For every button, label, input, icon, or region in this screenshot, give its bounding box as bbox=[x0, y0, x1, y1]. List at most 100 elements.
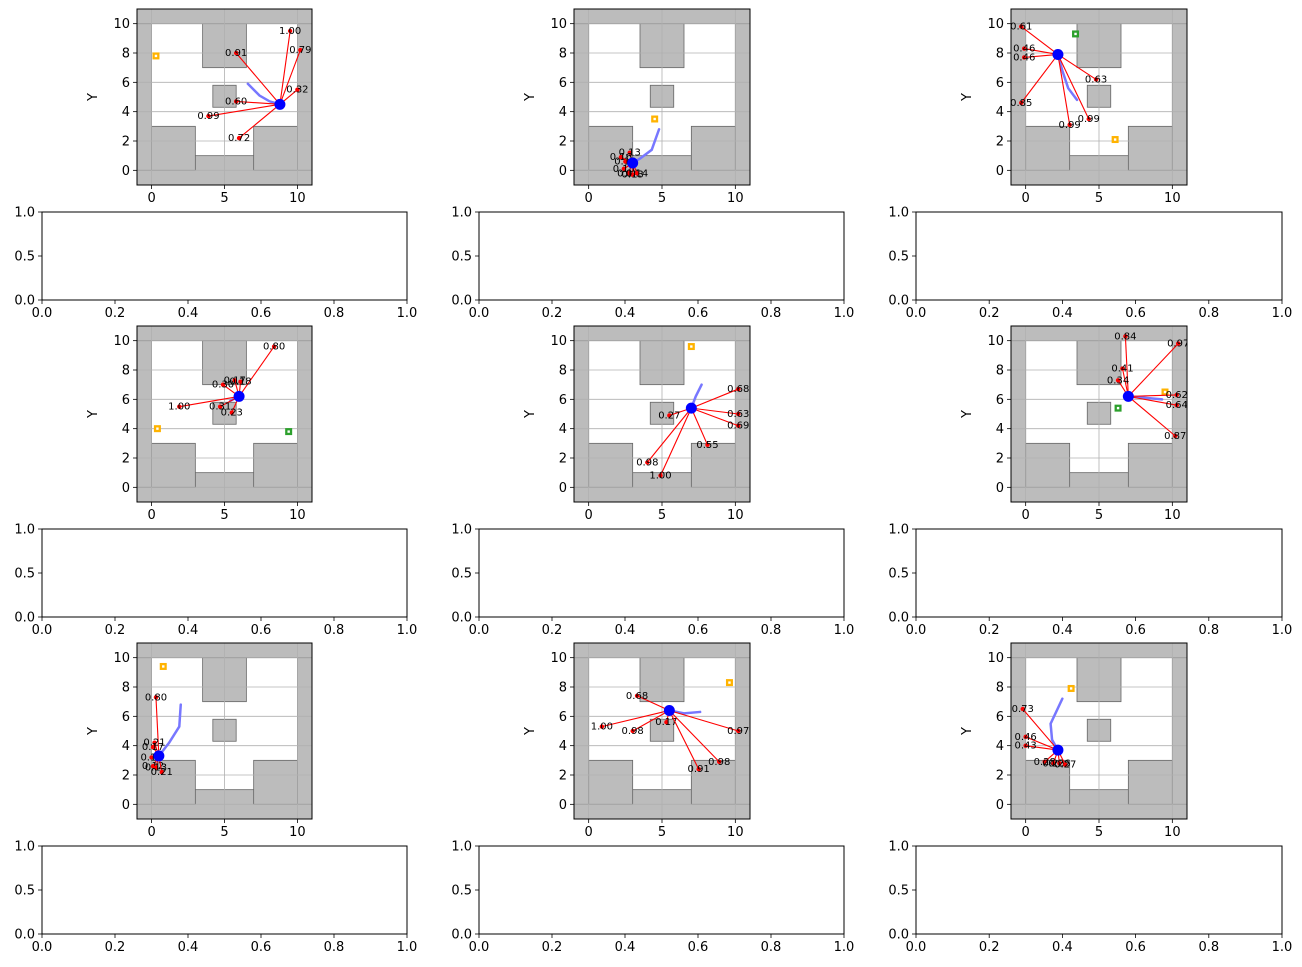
y-tick-label: 10 bbox=[550, 17, 567, 32]
trajectory-line bbox=[1127, 395, 1164, 401]
axes-frame bbox=[915, 211, 1283, 301]
sensor-ray bbox=[155, 697, 160, 756]
ray-endpoint bbox=[627, 150, 632, 155]
plot-area: 0.130.160.130.150.140.130.14 bbox=[574, 9, 750, 185]
obstacle bbox=[1171, 340, 1187, 488]
x-tick-label: 0 bbox=[1022, 825, 1030, 840]
map-subplot: 0.84 0.97 0.410.34 0.620.64 0.87 0 5 10 0 2 4 6 8 10 Y bbox=[960, 325, 1188, 523]
ray-value-label: 1.00 bbox=[649, 471, 671, 482]
ray-endpoint bbox=[736, 411, 741, 417]
ray-value-label: 0.91 bbox=[688, 764, 710, 775]
x-tick-label: 0.8 bbox=[324, 306, 345, 321]
y-tick-label: 1.0 bbox=[451, 523, 472, 538]
goal-marker-center bbox=[1116, 406, 1120, 410]
y-tick-label: 0 bbox=[122, 164, 130, 179]
ray-endpoint bbox=[238, 379, 243, 384]
sensor-ray bbox=[691, 407, 739, 415]
x-tick-label: 0.6 bbox=[1125, 623, 1146, 638]
y-tick-label: 0.5 bbox=[888, 567, 909, 582]
y-tick-label: 2 bbox=[122, 452, 130, 467]
ray-endpoint bbox=[1173, 433, 1178, 439]
sensor-ray bbox=[238, 346, 275, 397]
x-tick-label: 10 bbox=[289, 825, 306, 840]
empty-subplot: 0.0 0.2 0.4 0.6 0.8 1.0 0.0 0.5 1.0 bbox=[451, 206, 854, 322]
ray-endpoint bbox=[1019, 100, 1024, 106]
y-tick-label: 0.5 bbox=[14, 567, 35, 582]
y-tick-label: 0.0 bbox=[888, 294, 909, 309]
plot-area: 0.61 0.460.46 0.63 0.85 0.990.99 bbox=[1010, 9, 1187, 185]
robot-marker bbox=[627, 157, 639, 169]
x-tick-label: 0.8 bbox=[761, 940, 782, 955]
x-tick-label: 0.8 bbox=[761, 306, 782, 321]
ray-value-label: 0.46 bbox=[1013, 52, 1035, 63]
y-axis-label: Y bbox=[86, 410, 101, 419]
x-tick-label: 0.2 bbox=[105, 306, 126, 321]
obstacle bbox=[1011, 9, 1187, 25]
ray-endpoint bbox=[634, 693, 640, 698]
obstacle bbox=[1025, 125, 1071, 171]
ray-endpoint bbox=[626, 171, 631, 176]
y-tick-label: 0.0 bbox=[888, 611, 909, 626]
x-tick-label: 5 bbox=[658, 191, 666, 206]
y-tick-label: 8 bbox=[559, 364, 567, 379]
x-tick-label: 1.0 bbox=[834, 940, 855, 955]
x-tick-label: 10 bbox=[727, 825, 744, 840]
ray-endpoint bbox=[206, 113, 211, 119]
obstacle bbox=[1171, 23, 1187, 171]
ray-value-label: 0.55 bbox=[696, 440, 718, 451]
y-tick-label: 10 bbox=[987, 17, 1004, 32]
ray-endpoint bbox=[736, 728, 741, 734]
y-tick-label: 0.5 bbox=[451, 567, 472, 582]
map-subplot: 0.80 0.300.170.18 1.00 0.310.23 0 5 10 0 2 4 6 8 10 Y bbox=[86, 325, 313, 523]
ray-endpoint bbox=[1063, 762, 1068, 767]
ray-endpoint bbox=[658, 473, 663, 478]
y-tick-label: 0 bbox=[996, 481, 1004, 496]
y-tick-label: 6 bbox=[122, 710, 130, 725]
ray-endpoint bbox=[287, 28, 293, 34]
ray-value-label: 0.68 bbox=[727, 384, 749, 395]
sensor-ray bbox=[179, 395, 240, 408]
ray-value-label: 0.27 bbox=[1054, 760, 1076, 771]
goal-marker-center bbox=[1069, 687, 1073, 690]
y-tick-label: 6 bbox=[996, 710, 1004, 725]
ray-value-label: 0.32 bbox=[286, 85, 308, 96]
y-tick-label: 8 bbox=[559, 681, 567, 696]
x-tick-label: 1.0 bbox=[834, 306, 855, 321]
y-tick-label: 1.0 bbox=[888, 206, 909, 221]
ray-value-label: 0.91 bbox=[225, 48, 247, 59]
y-tick-label: 1.0 bbox=[451, 840, 472, 855]
y-tick-label: 10 bbox=[113, 17, 130, 32]
ray-value-label: 0.85 bbox=[1010, 98, 1032, 109]
ray-value-label: 0.64 bbox=[1166, 400, 1188, 411]
empty-subplot: 0.0 0.2 0.4 0.6 0.8 1.0 0.0 0.5 1.0 bbox=[888, 840, 1292, 956]
x-tick-label: 10 bbox=[1164, 825, 1181, 840]
y-tick-label: 0 bbox=[122, 481, 130, 496]
x-tick-label: 0.6 bbox=[1125, 306, 1146, 321]
ray-value-label: 0.26 bbox=[1048, 758, 1070, 769]
ray-endpoint bbox=[645, 460, 650, 465]
ray-value-label: 0.30 bbox=[212, 380, 234, 391]
x-tick-label: 1.0 bbox=[1272, 940, 1293, 955]
y-tick-label: 4 bbox=[559, 739, 567, 754]
ray-value-label: 0.46 bbox=[1013, 44, 1035, 55]
y-tick-label: 1.0 bbox=[14, 206, 35, 221]
y-tick-label: 0 bbox=[996, 164, 1004, 179]
ray-value-label: 0.99 bbox=[1059, 120, 1081, 131]
x-tick-label: 0.4 bbox=[1052, 306, 1073, 321]
trajectory-line bbox=[1049, 697, 1064, 752]
ray-value-label: 0.15 bbox=[613, 164, 635, 175]
goal-marker-center bbox=[1113, 138, 1117, 141]
sensor-ray bbox=[668, 710, 700, 770]
trajectory-line bbox=[1056, 53, 1079, 102]
ray-value-label: 0.13 bbox=[622, 170, 644, 181]
y-tick-label: 8 bbox=[559, 47, 567, 62]
ray-endpoint bbox=[1123, 334, 1128, 339]
y-tick-label: 10 bbox=[987, 334, 1004, 349]
ray-value-label: 0.31 bbox=[209, 402, 231, 413]
ray-value-label: 0.14 bbox=[617, 168, 639, 179]
y-tick-label: 1.0 bbox=[14, 840, 35, 855]
obstacle bbox=[690, 442, 736, 488]
y-tick-label: 1.0 bbox=[888, 840, 909, 855]
y-tick-label: 6 bbox=[122, 393, 130, 408]
